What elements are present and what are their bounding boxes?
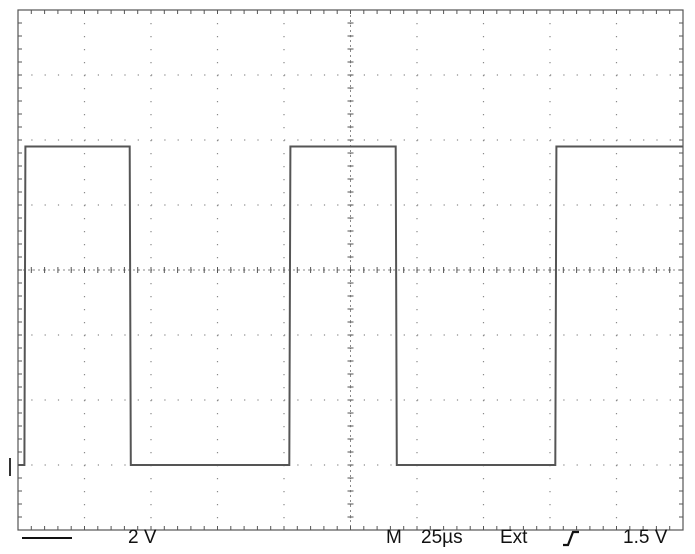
trigger-level-readout: 1.5 V bbox=[623, 527, 668, 548]
rising-edge-icon bbox=[563, 530, 579, 547]
graticule bbox=[17, 9, 684, 531]
channel-scale-readout: 2 V bbox=[128, 527, 157, 548]
channel-indicator-line bbox=[22, 537, 72, 539]
waveform-trace bbox=[18, 145, 683, 466]
timebase-readout: 25µs bbox=[421, 527, 463, 548]
mode-readout: M bbox=[386, 527, 402, 548]
waveform-trace-group bbox=[18, 145, 683, 466]
trigger-source-readout: Ext bbox=[500, 527, 528, 548]
channel-ground-marker bbox=[9, 458, 11, 476]
